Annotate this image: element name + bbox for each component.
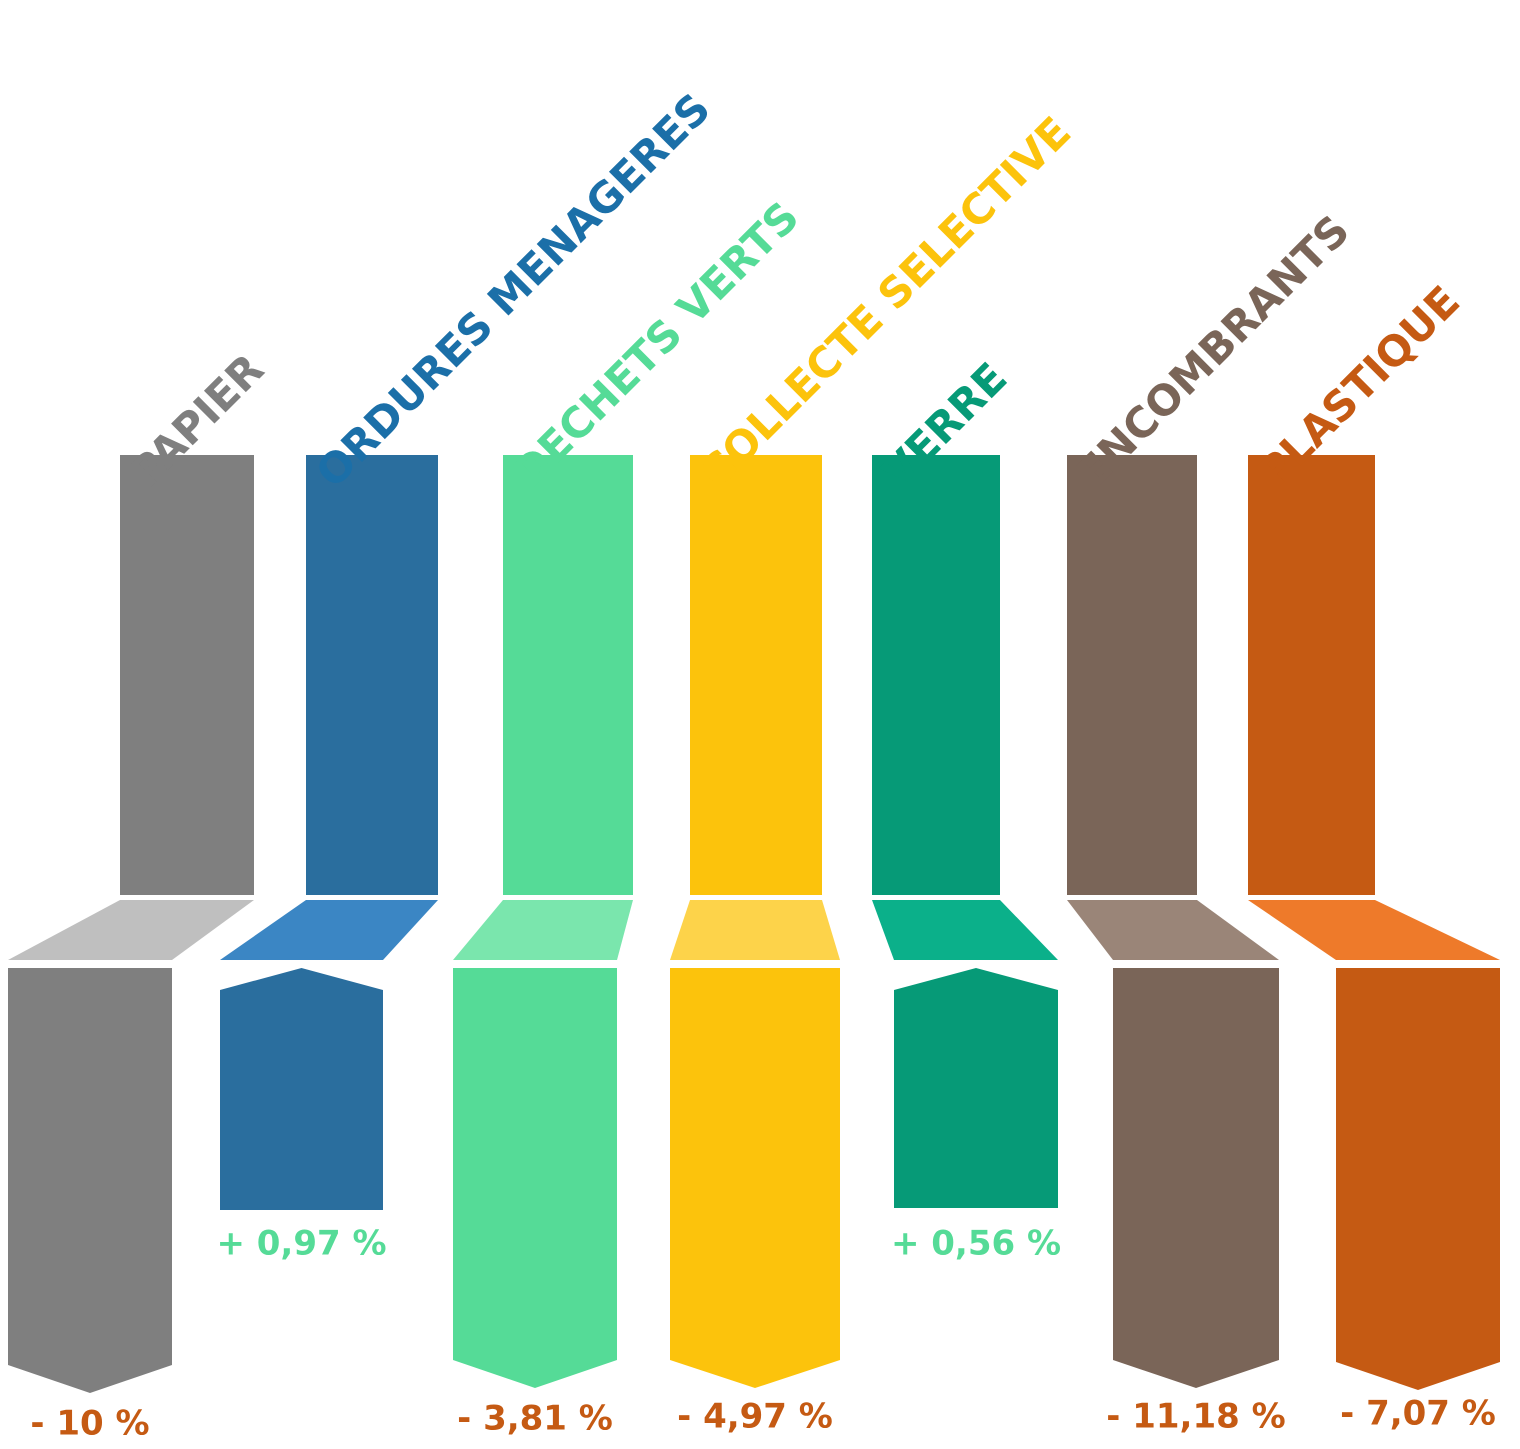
- lower-bar: [670, 968, 840, 1388]
- platform: [670, 900, 840, 960]
- category-column: PAPIER- 10 %: [8, 344, 273, 1444]
- lower-bar: [1113, 968, 1279, 1388]
- platform: [220, 900, 438, 960]
- category-column: VERRE+ 0,56 %: [872, 353, 1061, 1264]
- category-label: COLLECTE SELECTIVE: [690, 107, 1080, 497]
- platform: [872, 900, 1058, 960]
- upper-bar: [1248, 455, 1375, 895]
- category-column: PLASTIQUE- 7,07 %: [1248, 276, 1500, 1434]
- upper-bar: [503, 455, 633, 895]
- upper-bar: [872, 455, 1000, 895]
- upper-bar: [120, 455, 254, 895]
- change-label: - 7,07 %: [1340, 1394, 1496, 1434]
- platform: [8, 900, 254, 960]
- upper-bar: [306, 455, 438, 895]
- platform: [453, 900, 633, 960]
- change-label: + 0,97 %: [216, 1224, 386, 1264]
- lower-bar: [8, 968, 172, 1393]
- change-label: - 3,81 %: [457, 1399, 613, 1439]
- lower-bar: [453, 968, 617, 1388]
- upper-bar: [690, 455, 822, 895]
- change-label: - 4,97 %: [677, 1397, 833, 1437]
- category-label: ORDURES MENAGERES: [306, 84, 719, 497]
- platform: [1248, 900, 1500, 960]
- lower-bar: [220, 968, 383, 1210]
- upper-bar: [1067, 455, 1197, 895]
- change-label: + 0,56 %: [891, 1224, 1061, 1264]
- lower-bar: [1336, 968, 1500, 1390]
- lower-bar: [894, 968, 1058, 1208]
- platform: [1067, 900, 1279, 960]
- change-label: - 11,18 %: [1106, 1397, 1285, 1437]
- change-label: - 10 %: [30, 1404, 149, 1444]
